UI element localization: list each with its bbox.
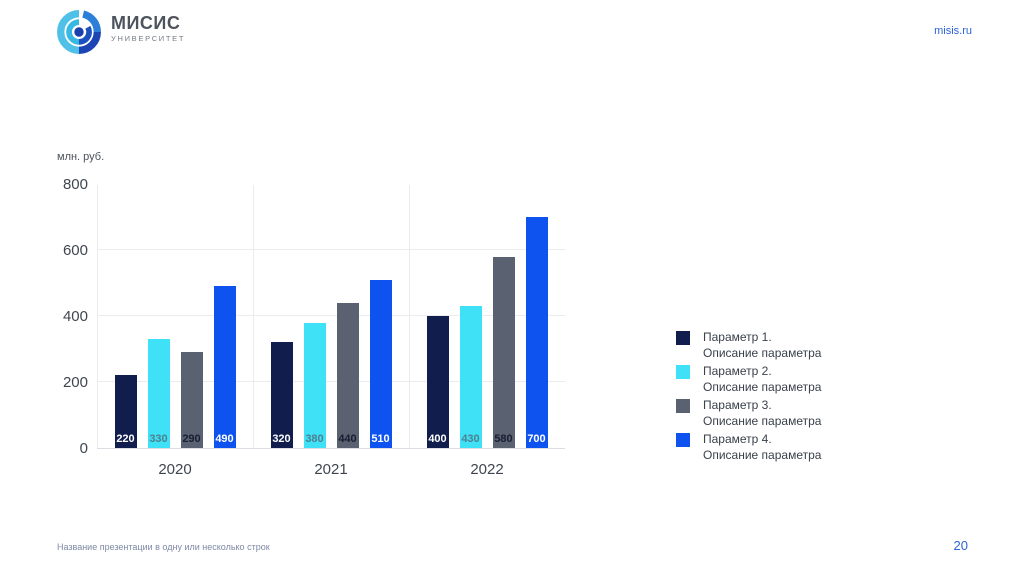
legend-swatch <box>676 433 690 447</box>
logo: МИСИС УНИВЕРСИТЕТ <box>56 9 185 55</box>
y-tick-label: 800 <box>62 176 88 193</box>
bar-value-label: 290 <box>182 433 201 445</box>
gridline-horizontal <box>97 381 565 382</box>
y-tick-label: 600 <box>62 242 88 259</box>
bar-group-2021: 320 380 440 510 <box>253 185 409 448</box>
gridline-vertical <box>97 185 98 448</box>
bar-2021-3: 440 <box>336 303 359 448</box>
bar-value-label: 700 <box>527 433 546 445</box>
legend-name: Параметр 2. <box>703 364 772 378</box>
bar-2022-1: 400 <box>426 316 449 448</box>
gridline-vertical <box>409 185 410 448</box>
bar-value-label: 380 <box>305 433 324 445</box>
y-tick-label: 200 <box>62 374 88 391</box>
legend: Параметр 1. Описание параметра Параметр … <box>676 329 896 465</box>
x-tick-label: 2021 <box>314 461 348 478</box>
bar-2020-3: 290 <box>180 352 203 448</box>
footer-title: Название презентации в одну или нескольк… <box>57 542 270 552</box>
bar-2021-4: 510 <box>369 280 392 448</box>
logo-title: МИСИС <box>111 13 181 33</box>
legend-name: Параметр 1. <box>703 330 772 344</box>
bar-value-label: 580 <box>494 433 513 445</box>
legend-item: Параметр 1. Описание параметра <box>676 329 896 361</box>
bar-value-label: 490 <box>215 433 234 445</box>
bar-2021-2: 380 <box>303 323 326 448</box>
page-number: 20 <box>953 538 968 553</box>
y-tick-label: 400 <box>62 308 88 325</box>
legend-description: Описание параметра <box>703 380 822 394</box>
bar-2022-4: 700 <box>525 217 548 448</box>
legend-swatch <box>676 331 690 345</box>
bar-value-label: 320 <box>272 433 291 445</box>
bar-2020-1: 220 <box>114 375 137 448</box>
bar-value-label: 220 <box>116 433 135 445</box>
bar-2020-2: 330 <box>147 339 170 448</box>
unit-label: млн. руб. <box>57 151 105 163</box>
bar-group-2022: 400 430 580 700 <box>409 185 565 448</box>
legend-item: Параметр 3. Описание параметра <box>676 397 896 429</box>
y-tick-label: 0 <box>79 440 88 457</box>
legend-description: Описание параметра <box>703 414 822 428</box>
bar-value-label: 430 <box>461 433 480 445</box>
misis-logo-icon <box>57 10 101 54</box>
bar-value-label: 440 <box>338 433 357 445</box>
bar-2021-1: 320 <box>270 342 293 448</box>
legend-item: Параметр 4. Описание параметра <box>676 431 896 463</box>
x-tick-label: 2020 <box>158 461 192 478</box>
bar-2022-3: 580 <box>492 257 515 448</box>
bar-group-2020: 220 330 290 490 <box>97 185 253 448</box>
legend-swatch <box>676 365 690 379</box>
legend-description: Описание параметра <box>703 448 822 462</box>
legend-swatch <box>676 399 690 413</box>
legend-item: Параметр 2. Описание параметра <box>676 363 896 395</box>
bar-2020-4: 490 <box>213 286 236 448</box>
plot-area: 220 330 290 490 320 380 440 510 400 430 580 700 <box>97 185 565 449</box>
legend-name: Параметр 4. <box>703 432 772 446</box>
logo-subtitle: УНИВЕРСИТЕТ <box>111 34 186 43</box>
gridline-vertical <box>253 185 254 448</box>
x-axis: 2020 2021 2022 <box>97 461 565 481</box>
x-tick-label: 2022 <box>470 461 504 478</box>
site-link[interactable]: misis.ru <box>934 25 972 37</box>
legend-description: Описание параметра <box>703 346 822 360</box>
bar-value-label: 510 <box>371 433 390 445</box>
legend-name: Параметр 3. <box>703 398 772 412</box>
y-axis: 0 200 400 600 800 <box>30 176 88 457</box>
gridline-horizontal <box>97 249 565 250</box>
bar-value-label: 400 <box>428 433 447 445</box>
bar-2022-2: 430 <box>459 306 482 448</box>
bar-value-label: 330 <box>149 433 168 445</box>
gridline-horizontal <box>97 315 565 316</box>
